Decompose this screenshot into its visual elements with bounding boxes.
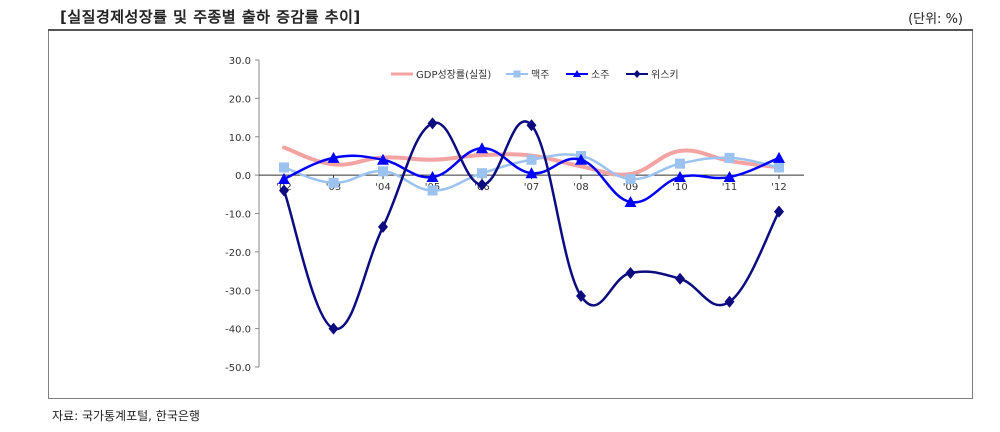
y-tick-label: 20.0 bbox=[229, 94, 251, 105]
soju-series-marker bbox=[624, 195, 637, 207]
legend-label: 위스키 bbox=[651, 68, 679, 81]
whisky-series-marker bbox=[625, 266, 636, 279]
line-chart: 30.0 20.0 10.0 0.0 -10.0 -20.0 -30.0 -40.0 -50.0… bbox=[225, 56, 804, 374]
beer-series-marker bbox=[675, 158, 685, 169]
x-tick-label: '09 bbox=[623, 182, 638, 193]
whisky-series-marker bbox=[328, 322, 339, 335]
soju-series-marker bbox=[327, 151, 340, 163]
soju-series-marker bbox=[377, 153, 389, 165]
x-tick-label: '10 bbox=[672, 182, 687, 193]
y-tick-label: -40.0 bbox=[225, 325, 251, 336]
whisky-series-marker bbox=[675, 272, 685, 285]
soju-series-marker bbox=[723, 171, 736, 183]
legend-marker bbox=[573, 70, 581, 77]
legend-marker bbox=[633, 70, 641, 78]
soju-series-marker bbox=[525, 167, 538, 179]
soju-series-marker bbox=[674, 171, 686, 183]
soju-series-marker bbox=[773, 151, 785, 163]
beer-series-marker bbox=[774, 162, 784, 173]
legend-label: GDP성장률(실질) bbox=[416, 69, 491, 81]
chart-frame: 30.0 20.0 10.0 0.0 -10.0 -20.0 -30.0 -40.0 -50.0… bbox=[48, 31, 973, 399]
legend-label: 맥주 bbox=[531, 69, 549, 81]
whisky-series-marker bbox=[526, 119, 537, 132]
beer-series-marker bbox=[526, 154, 537, 165]
source-note: 자료: 국가통계포털, 한국은행 bbox=[52, 409, 200, 423]
x-tick-label: '11 bbox=[722, 182, 737, 193]
whisky-series-marker bbox=[477, 178, 487, 191]
whisky-series-marker bbox=[427, 117, 438, 130]
x-tick-label: '07 bbox=[524, 182, 539, 193]
chart-title: [실질경제성장률 및 주종별 출하 증감률 추이] bbox=[60, 8, 361, 26]
soju-series-marker bbox=[426, 171, 439, 183]
y-tick-label: -10.0 bbox=[225, 210, 251, 221]
whisky-series-marker bbox=[774, 205, 784, 218]
header-underline bbox=[48, 29, 973, 31]
beer-series-marker bbox=[328, 177, 339, 188]
chart-header: [실질경제성장률 및 주종별 출하 증감률 추이] (단위: %) bbox=[48, 4, 973, 28]
legend-label: 소주 bbox=[591, 69, 609, 81]
beer-series-marker bbox=[477, 168, 487, 179]
x-tick-label: '12 bbox=[771, 182, 786, 193]
whisky-series-marker bbox=[378, 220, 388, 233]
whisky-series-line bbox=[282, 120, 781, 331]
whisky-series-marker bbox=[576, 290, 586, 303]
whisky-series-marker bbox=[279, 184, 289, 197]
beer-series-marker bbox=[625, 173, 636, 184]
x-tick-label: '04 bbox=[375, 182, 390, 193]
whisky-series-marker bbox=[724, 295, 735, 308]
soju-series-marker bbox=[575, 153, 587, 165]
x-tick-label: '08 bbox=[573, 182, 588, 193]
soju-series-marker bbox=[278, 172, 290, 184]
y-tick-label: -30.0 bbox=[225, 286, 251, 297]
beer-series-marker bbox=[279, 162, 289, 173]
y-tick-label: 0.0 bbox=[235, 171, 251, 182]
y-tick-label: 10.0 bbox=[229, 133, 251, 144]
unit-label: (단위: %) bbox=[908, 12, 963, 27]
legend-marker bbox=[513, 70, 521, 78]
beer-series-marker bbox=[427, 185, 438, 196]
beer-series-marker bbox=[378, 166, 388, 177]
y-tick-label: -50.0 bbox=[225, 363, 251, 374]
y-tick-label: 30.0 bbox=[229, 56, 251, 67]
beer-series-marker bbox=[724, 152, 735, 163]
y-tick-label: -20.0 bbox=[225, 248, 251, 259]
soju-series-marker bbox=[476, 142, 488, 154]
